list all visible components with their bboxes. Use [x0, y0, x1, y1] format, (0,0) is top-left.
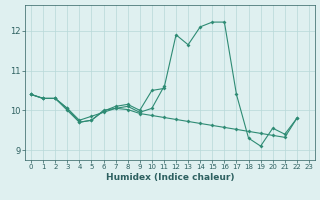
X-axis label: Humidex (Indice chaleur): Humidex (Indice chaleur)	[106, 173, 234, 182]
